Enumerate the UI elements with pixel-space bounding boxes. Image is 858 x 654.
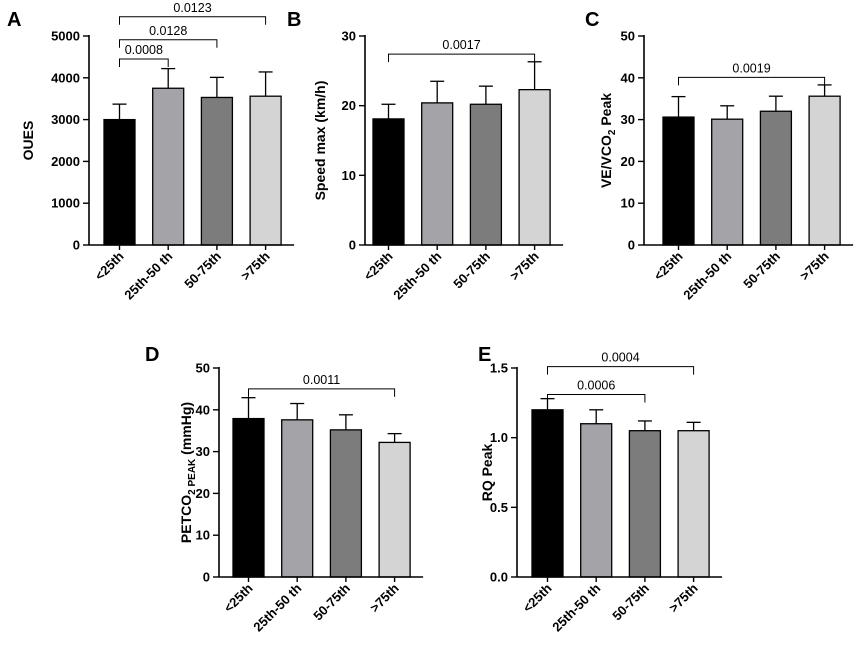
bar-e-3 [677,430,710,578]
y-axis-title: OUES [20,121,36,161]
y-tick-label: 0 [203,570,210,585]
y-tick-label: 0 [349,238,356,253]
x-category-label: 25th-50 th [549,580,603,634]
bar-a-3 [249,95,282,246]
y-tick-label: 1000 [51,196,80,211]
y-tick-label: 0.0 [490,570,508,585]
x-category-label: 25th-50 th [390,248,444,302]
x-category-label: 25th-50 th [250,580,304,634]
y-tick-label: 5000 [51,29,80,44]
bar-b-3 [518,88,551,246]
bar-b-0 [372,118,405,246]
significance-bracket [547,366,695,375]
p-value-label: 0.0017 [442,38,480,52]
y-tick-label: 1.5 [490,361,508,376]
bar-d-2 [329,429,363,578]
bar-d-3 [378,441,411,578]
bar-e-1 [580,423,613,578]
p-value-label: 0.0123 [173,1,211,15]
p-value-label: 0.0128 [149,24,187,38]
bar-d-1 [281,419,314,578]
bar-a-1 [152,87,185,246]
x-category-label: >75th [507,248,542,283]
panel-letter: C [585,9,599,31]
y-tick-label: 20 [621,154,635,169]
y-axis-title: PETCO2 PEAK (mmHg) [178,402,198,543]
x-category-label: <25th [651,248,686,283]
x-category-label: <25th [361,248,396,283]
p-value-label: 0.0019 [732,61,770,75]
y-axis-title: Speed max (km/h) [312,81,328,201]
panel-letter: A [7,9,21,31]
panel-letter: D [145,344,159,366]
x-category-label: >75th [666,580,701,615]
y-axis-title: VE/VCO2 Peak [598,93,618,188]
significance-bracket [119,58,169,67]
y-tick-label: 20 [196,486,210,501]
y-tick-label: 0 [628,238,635,253]
bar-d-0 [232,417,265,578]
y-tick-label: 2000 [51,154,80,169]
x-category-label: <25th [92,248,127,283]
x-category-label: 50-75th [450,248,493,291]
significance-bracket [388,53,536,63]
x-category-label: <25th [221,580,256,615]
y-tick-label: 4000 [51,70,80,85]
bar-a-0 [103,118,136,246]
x-category-label: 50-75th [609,580,652,623]
y-tick-label: 1.0 [490,430,508,445]
p-value-label: 0.0006 [577,378,615,392]
bar-c-2 [759,110,793,246]
x-category-label: 50-75th [181,248,224,291]
y-tick-label: 40 [196,402,210,417]
x-category-label: 25th-50 th [121,248,175,302]
y-tick-label: 10 [196,528,210,543]
x-category-label: 50-75th [310,580,353,623]
y-tick-label: 30 [342,29,356,44]
bar-b-1 [421,102,454,246]
y-tick-label: 50 [196,361,210,376]
y-axis-title: RQ Peak [479,443,495,501]
y-tick-label: 30 [621,112,635,127]
y-tick-label: 50 [621,29,635,44]
significance-bracket [678,76,826,86]
x-category-label: 25th-50 th [680,248,734,302]
x-category-label: >75th [238,248,273,283]
p-value-label: 0.0011 [303,373,340,387]
panel-letter: B [287,9,301,31]
bar-c-3 [808,95,841,246]
bar-a-2 [200,96,234,246]
bar-c-0 [662,116,695,246]
p-value-label: 0.0008 [125,43,163,57]
bar-b-2 [469,103,503,246]
p-value-label: 0.0004 [601,351,639,365]
significance-bracket [547,393,646,403]
significance-bracket [248,388,396,397]
panel-letter: E [478,344,491,366]
y-tick-label: 0 [73,238,80,253]
y-tick-label: 40 [621,70,635,85]
x-category-label: >75th [797,248,832,283]
x-category-label: <25th [520,580,555,615]
bar-e-0 [531,409,564,578]
y-tick-label: 10 [342,168,356,183]
y-tick-label: 20 [342,98,356,113]
bar-c-1 [711,118,744,246]
x-category-label: >75th [367,580,402,615]
y-tick-label: 30 [196,444,210,459]
y-tick-label: 0.5 [490,500,508,515]
y-tick-label: 10 [621,196,635,211]
bar-e-2 [628,430,662,578]
significance-bracket [119,39,218,48]
y-tick-label: 3000 [51,112,80,127]
significance-bracket [119,16,267,25]
x-category-label: 50-75th [740,248,783,291]
